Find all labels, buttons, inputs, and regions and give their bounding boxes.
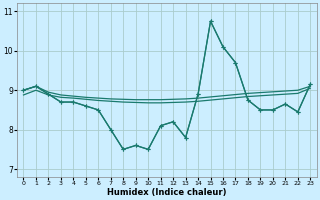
X-axis label: Humidex (Indice chaleur): Humidex (Indice chaleur)	[107, 188, 227, 197]
